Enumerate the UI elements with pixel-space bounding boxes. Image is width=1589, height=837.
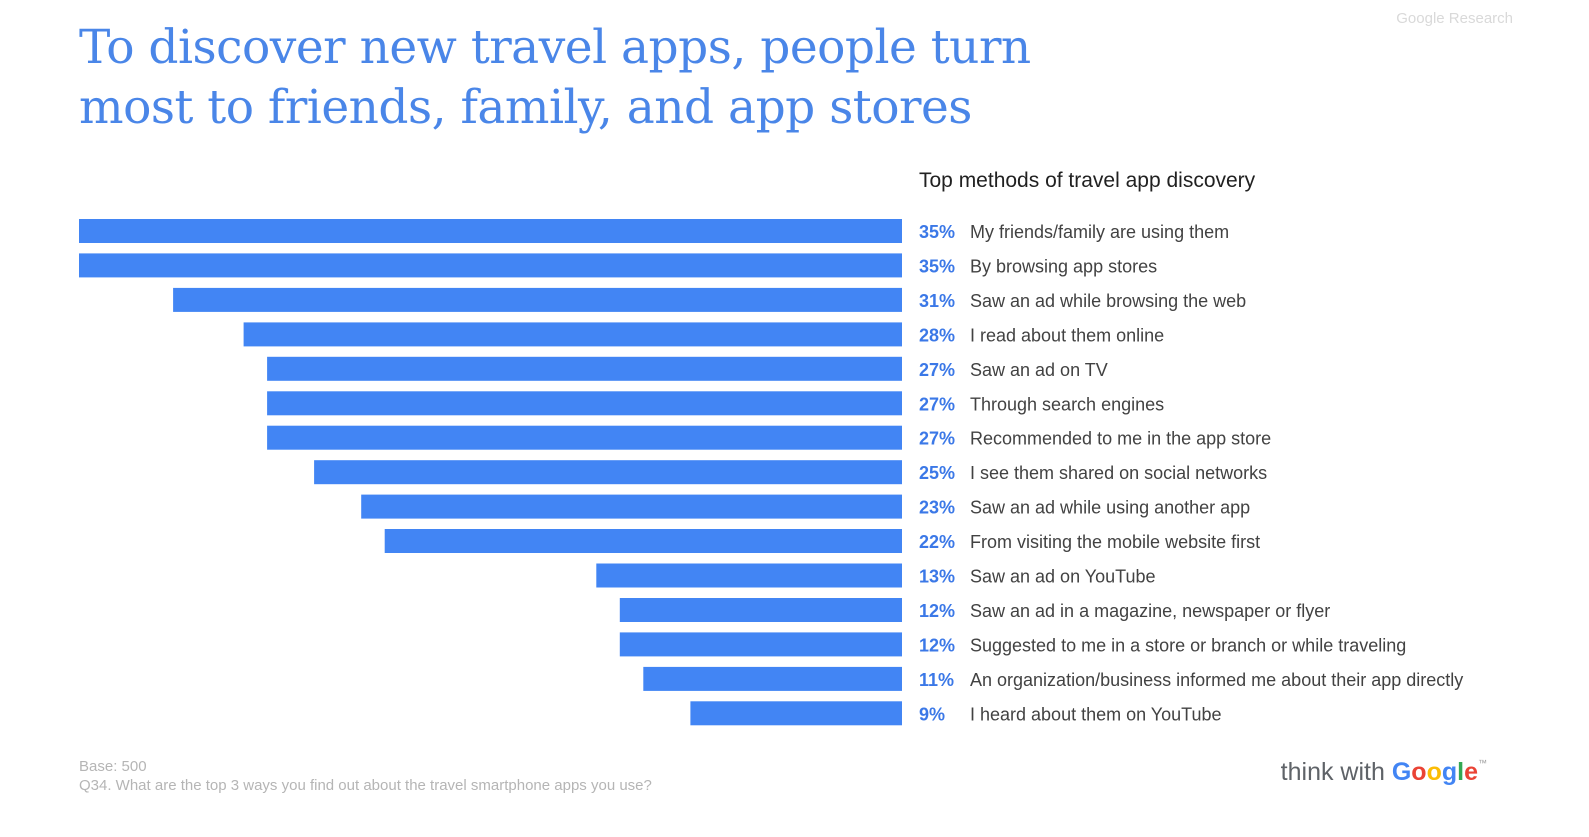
value-label: 13% — [919, 567, 955, 587]
value-label: 25% — [919, 463, 955, 483]
value-label: 35% — [919, 256, 955, 276]
bar — [384, 529, 902, 553]
bar — [643, 666, 902, 691]
bar — [619, 632, 902, 657]
category-label: My friends/family are using them — [970, 222, 1229, 242]
value-label: 31% — [919, 291, 955, 311]
category-label: I read about them online — [970, 325, 1164, 345]
category-label: Suggested to me in a store or branch or … — [970, 635, 1406, 655]
source-tag: Google Research — [1396, 10, 1513, 27]
value-label: 11% — [919, 670, 954, 690]
category-label: From visiting the mobile website first — [970, 532, 1260, 552]
category-label: Saw an ad on TV — [970, 360, 1108, 380]
chart-title: Top methods of travel app discovery — [919, 169, 1256, 192]
value-label: 27% — [919, 360, 955, 380]
category-label: Through search engines — [970, 394, 1164, 414]
bar — [79, 219, 902, 243]
think-with-google-logo: think with Google™ — [1280, 758, 1487, 786]
bar — [267, 391, 903, 416]
value-label: 12% — [919, 635, 955, 655]
value-label: 27% — [919, 429, 955, 449]
category-label: Saw an ad in a magazine, newspaper or fl… — [970, 601, 1330, 621]
category-label: Saw an ad on YouTube — [970, 567, 1156, 587]
bar — [690, 701, 902, 726]
category-label: By browsing app stores — [970, 256, 1157, 276]
category-label: Saw an ad while browsing the web — [970, 291, 1246, 311]
bar — [267, 425, 903, 450]
bar — [619, 598, 902, 622]
value-label: 28% — [919, 325, 955, 345]
brand-prefix: think with — [1280, 758, 1385, 786]
value-label: 12% — [919, 601, 955, 621]
category-label: Recommended to me in the app store — [970, 429, 1271, 449]
value-label: 23% — [919, 498, 955, 518]
footnote: Base: 500 Q34. What are the top 3 ways y… — [79, 757, 652, 795]
google-wordmark: Google — [1391, 758, 1478, 786]
bar — [267, 356, 903, 381]
bar — [79, 253, 902, 278]
page-title: To discover new travel apps, people turn… — [79, 20, 1031, 135]
base-note: Base: 500 — [79, 758, 147, 775]
bar — [361, 494, 902, 519]
survey-question: Q34. What are the top 3 ways you find ou… — [79, 777, 652, 794]
value-label: 27% — [919, 394, 955, 414]
category-label: I see them shared on social networks — [970, 463, 1267, 483]
category-label: I heard about them on YouTube — [970, 704, 1222, 724]
value-label: 35% — [919, 222, 955, 242]
bar — [243, 322, 903, 347]
category-label: Saw an ad while using another app — [970, 498, 1250, 518]
bar — [173, 287, 903, 312]
bar — [314, 460, 903, 485]
category-label: An organization/business informed me abo… — [970, 670, 1463, 690]
bar — [596, 563, 902, 588]
value-label: 9% — [919, 704, 945, 724]
value-label: 22% — [919, 532, 955, 552]
